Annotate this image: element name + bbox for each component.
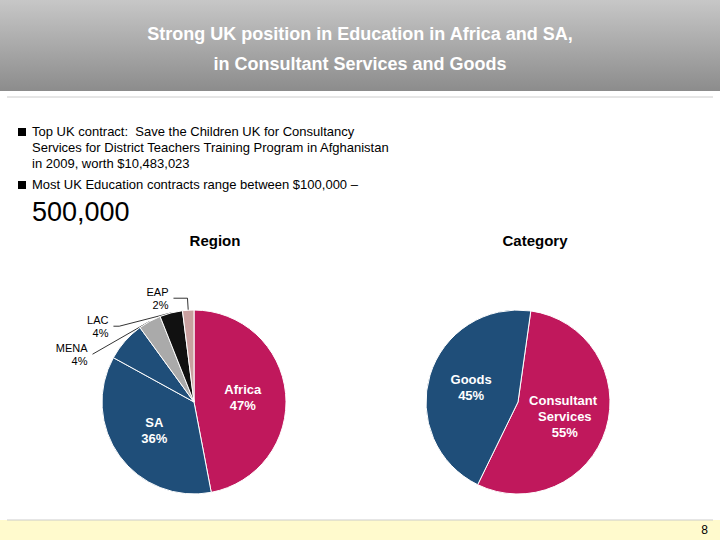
svg-text:8: 8	[701, 523, 708, 537]
svg-text:47%: 47%	[230, 398, 256, 413]
svg-text:Top UK contract: Save the Chi: Top UK contract: Save the Children UK fo…	[32, 124, 355, 139]
svg-text:Category: Category	[502, 232, 568, 249]
svg-text:MENA: MENA	[56, 342, 88, 354]
svg-text:EAP: EAP	[146, 286, 168, 298]
svg-text:36%: 36%	[141, 431, 167, 446]
svg-text:Goods: Goods	[451, 372, 492, 387]
svg-text:Services: Services	[538, 409, 592, 424]
svg-text:Strong UK position in Educatio: Strong UK position in Education in Afric…	[147, 24, 572, 44]
svg-text:55%: 55%	[552, 425, 578, 440]
svg-text:2%: 2%	[153, 299, 169, 311]
svg-text:in Consultant Services and Goo: in Consultant Services and Goods	[213, 54, 506, 74]
svg-text:Most UK Education contracts ra: Most UK Education contracts range betwee…	[32, 177, 359, 192]
svg-text:Region: Region	[190, 232, 241, 249]
svg-text:4%: 4%	[72, 355, 88, 367]
svg-text:Consultant: Consultant	[529, 393, 601, 408]
svg-text:4%: 4%	[93, 327, 109, 339]
svg-text:45%: 45%	[458, 388, 484, 403]
svg-text:500,000: 500,000	[32, 197, 130, 227]
svg-text:SA: SA	[145, 415, 164, 430]
svg-text:Africa: Africa	[224, 382, 262, 397]
svg-text:LAC: LAC	[87, 314, 108, 326]
svg-text:in 2009, worth $10,483,023: in 2009, worth $10,483,023	[32, 156, 190, 171]
svg-text:Services for District Teachers: Services for District Teachers Training …	[32, 140, 389, 155]
